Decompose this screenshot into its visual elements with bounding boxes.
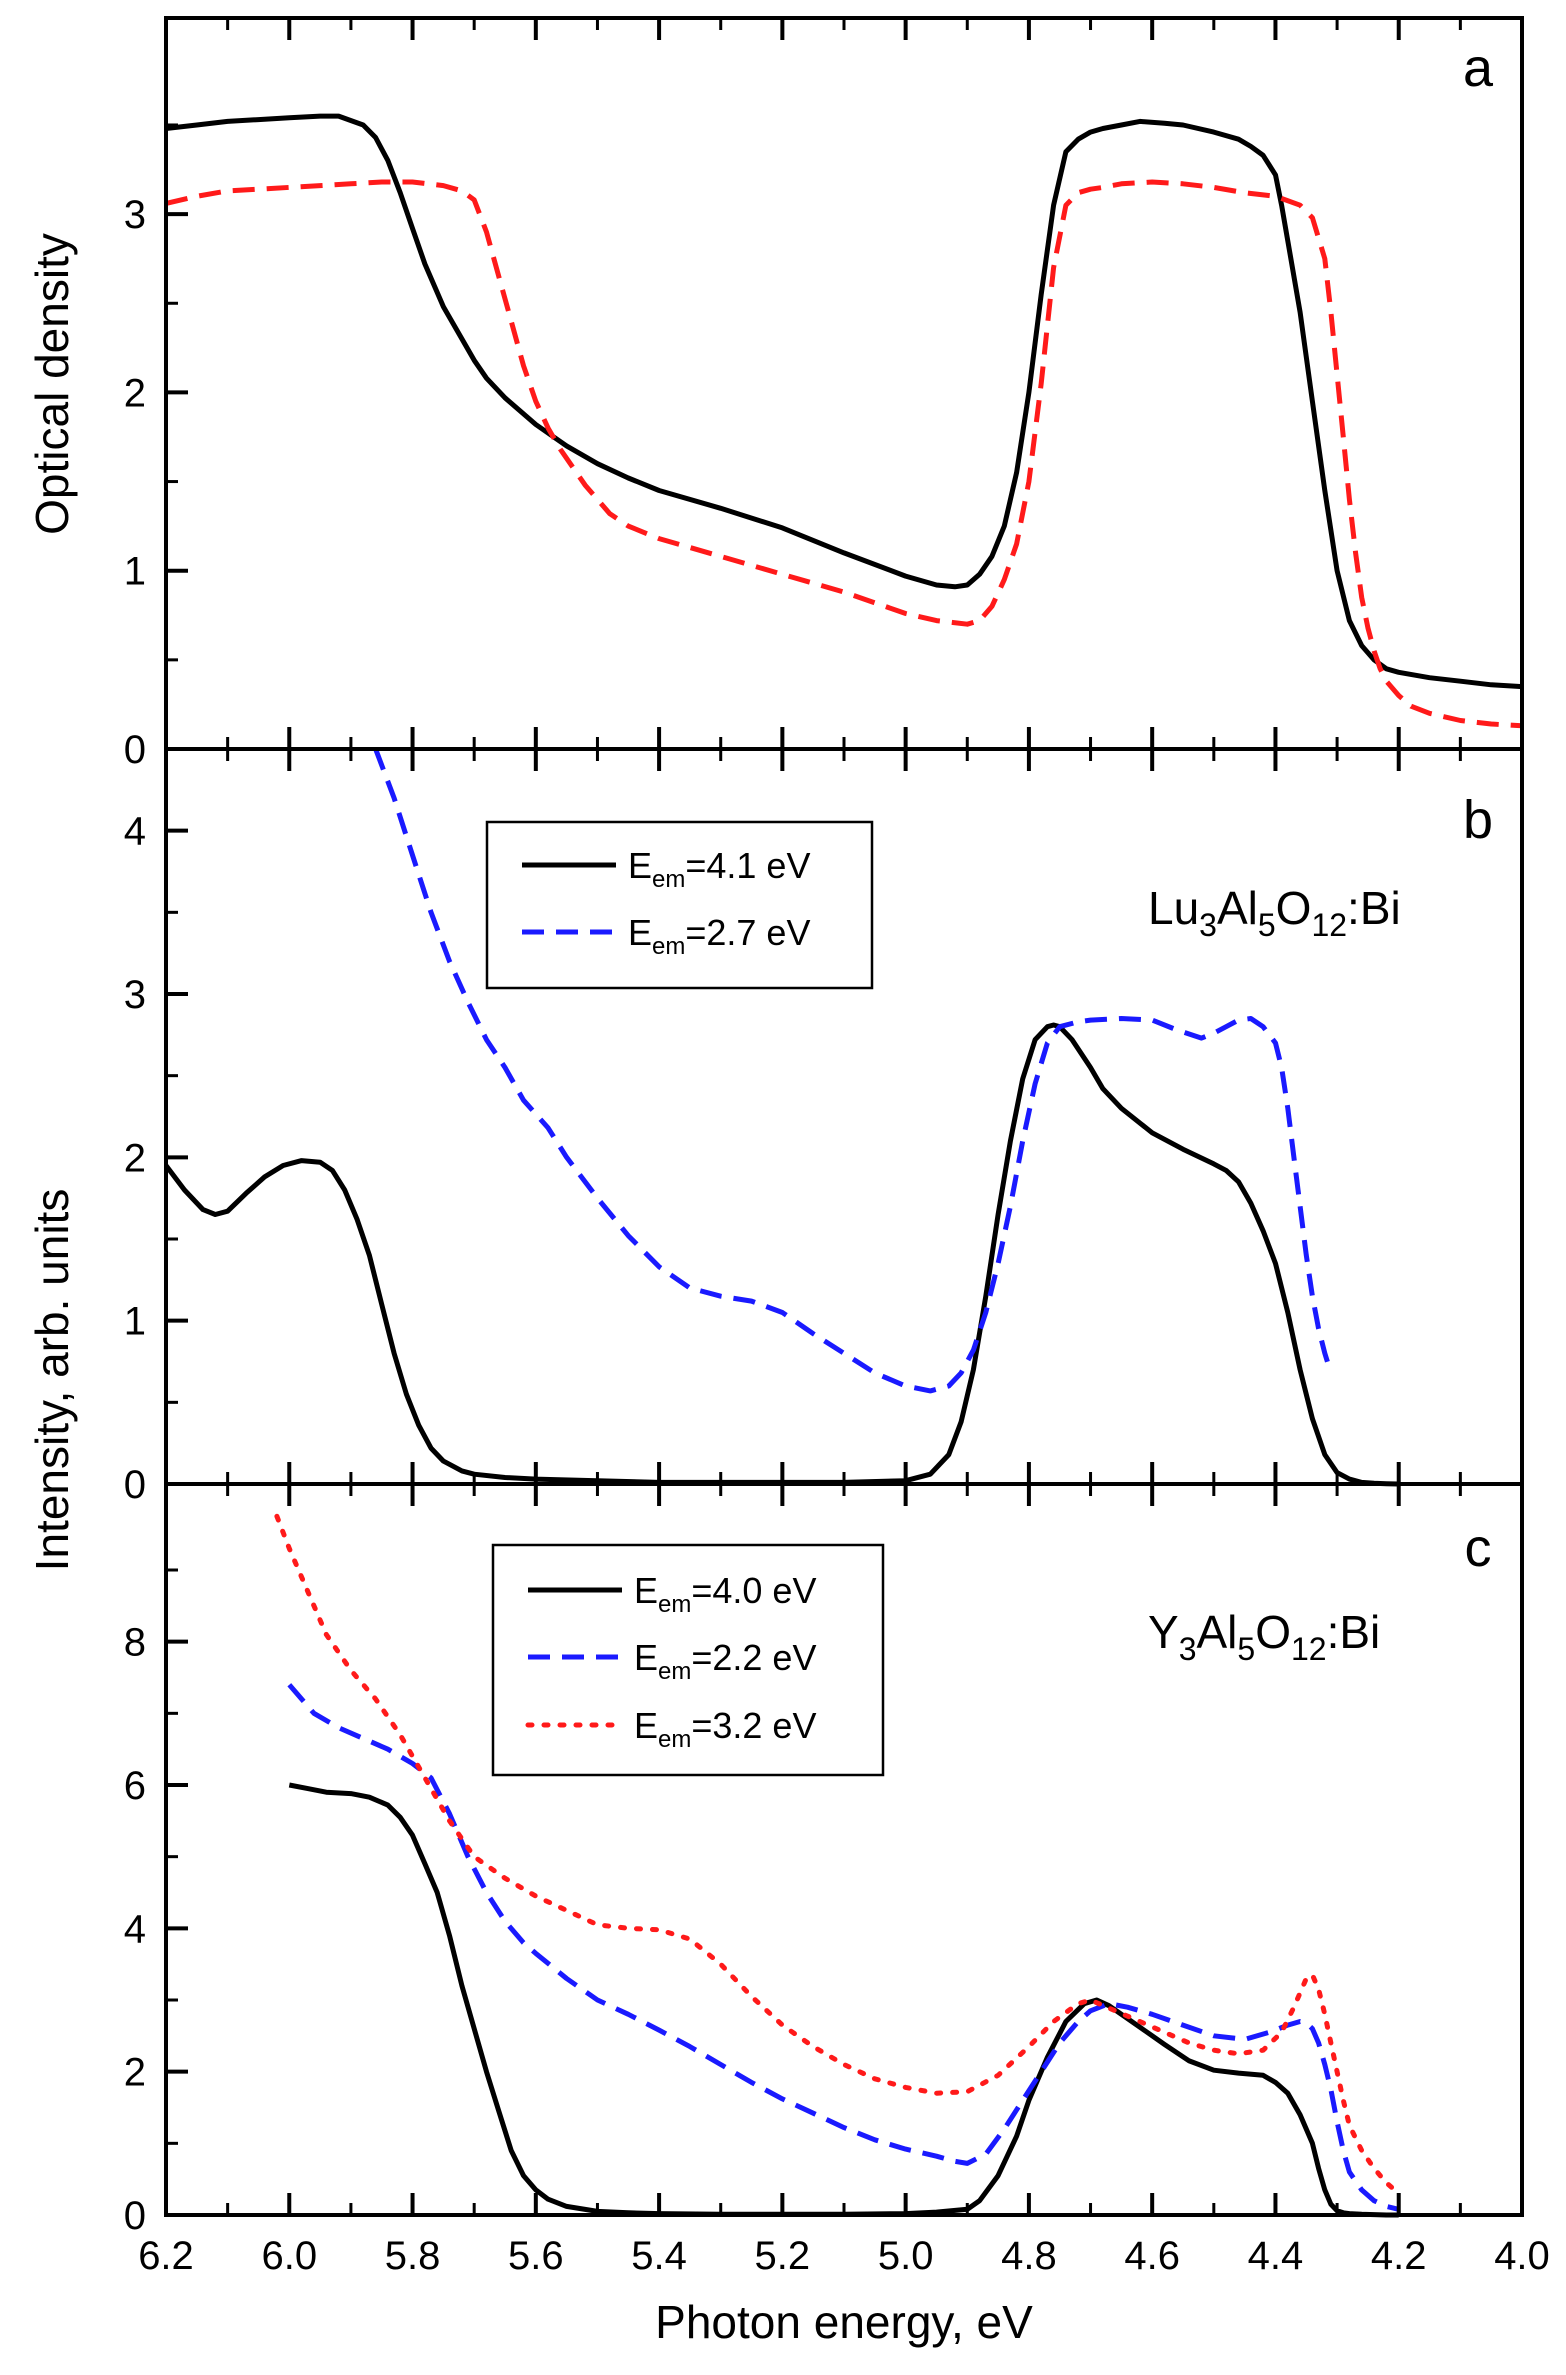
panel-b-legend-box (485, 820, 874, 990)
panel-a-y-tick-label-2: 2 (124, 371, 146, 415)
x-tick-label-5: 5.2 (755, 2234, 811, 2278)
panel-b-series-1-line (373, 748, 1334, 1394)
panel-c-y-ticks: 0 2 4 6 8 (124, 1568, 188, 2238)
legend-c-2-value: =3.2 eV (691, 1705, 816, 1746)
panel-b-y-ticks: 0 1 2 3 4 (124, 810, 188, 1507)
panel-c-letter: c (1465, 1518, 1492, 1578)
panel-c-series (274, 1513, 1402, 2218)
compound-b-n2: 5 (1258, 907, 1276, 943)
panel-c-y-tick-label-2: 4 (124, 1907, 146, 1951)
panel-b-y-tick-label-3: 3 (124, 973, 146, 1017)
compound-c-el2: Al (1196, 1606, 1237, 1658)
x-tick-label-10: 4.2 (1371, 2234, 1427, 2278)
compound-b-el3: O (1276, 882, 1312, 934)
compound-c-el1: Y (1148, 1606, 1179, 1658)
legend-b-1-value: =2.7 eV (685, 912, 810, 953)
panel-b-y-tick-label-1: 1 (124, 1300, 146, 1344)
panel-b-y-tick-label-4: 4 (124, 810, 146, 854)
compound-b-n3: 12 (1311, 907, 1347, 943)
legend-c-1-value: =2.2 eV (691, 1637, 816, 1678)
legend-b-1-sub: em (652, 933, 685, 960)
legend-c-1-prefix: E (634, 1637, 658, 1678)
compound-c-suffix: :Bi (1327, 1606, 1381, 1658)
legend-b-label-1: Eem=2.7 eV (628, 912, 810, 960)
panel-c-series-0-line (288, 1782, 1399, 2218)
compound-c-n2: 5 (1237, 1631, 1255, 1667)
legend-b-0-prefix: E (628, 845, 652, 886)
x-tick-label-1: 6.0 (261, 2234, 317, 2278)
legend-c-label-1: Eem=2.2 eV (634, 1637, 816, 1685)
compound-c-el3: O (1255, 1606, 1291, 1658)
panel-a-series (165, 113, 1523, 729)
panel-b-y-tick-label-2: 2 (124, 1136, 146, 1180)
legend-b-0-sub: em (652, 866, 685, 893)
legend-b-0-value: =4.1 eV (685, 845, 810, 886)
panel-a-y-tick-label-0: 0 (124, 728, 146, 772)
legend-c-label-0: Eem=4.0 eV (634, 1570, 816, 1618)
x-tick-label-0: 6.2 (138, 2234, 194, 2278)
panel-a-y-tick-label-3: 3 (124, 193, 146, 237)
panel-c-compound-label: Y3Al5O12:Bi (1148, 1606, 1380, 1667)
legend-b-1-prefix: E (628, 912, 652, 953)
panel-c-y-tick-label-3: 6 (124, 1764, 146, 1808)
legend-c-label-2: Eem=3.2 eV (634, 1705, 816, 1753)
panel-c-legend: Eem=4.0 eV Eem=2.2 eV Eem=3.2 eV (491, 1543, 885, 1777)
compound-c-n1: 3 (1179, 1631, 1197, 1667)
panel-b-legend: Eem=4.1 eV Eem=2.7 eV (485, 820, 874, 990)
panel-bc-y-axis-title: Intensity, arb. units (26, 1189, 78, 1572)
x-tick-label-4: 5.4 (631, 2234, 687, 2278)
panel-c-x-tick-labels: 6.2 6.0 5.8 5.6 5.4 5.2 5.0 4.8 4.6 4.4 4.2 4.0 (138, 2234, 1550, 2278)
legend-c-2-prefix: E (634, 1705, 658, 1746)
compound-c-n3: 12 (1291, 1631, 1327, 1667)
panel-b-y-tick-label-0: 0 (124, 1463, 146, 1507)
compound-b-el2: Al (1217, 882, 1258, 934)
panel-a-series-0-line (165, 113, 1523, 690)
compound-b-el1: Lu (1148, 882, 1199, 934)
x-tick-label-9: 4.4 (1248, 2234, 1304, 2278)
x-axis-title: Photon energy, eV (655, 2296, 1033, 2348)
x-tick-label-7: 4.8 (1001, 2234, 1057, 2278)
panel-c-series-1-line (287, 1683, 1400, 2212)
panel-c-y-tick-label-1: 2 (124, 2051, 146, 2095)
x-tick-label-11: 4.0 (1494, 2234, 1550, 2278)
x-tick-label-2: 5.8 (385, 2234, 441, 2278)
legend-c-0-sub: em (658, 1591, 691, 1618)
compound-b-n1: 3 (1199, 907, 1217, 943)
panel-c-series-2-line (274, 1513, 1402, 2196)
x-tick-label-6: 5.0 (878, 2234, 934, 2278)
panel-a-y-axis-title: Optical density (26, 233, 78, 535)
legend-c-0-prefix: E (634, 1570, 658, 1611)
panel-c-y-tick-label-4: 8 (124, 1621, 146, 1665)
legend-c-1-sub: em (658, 1658, 691, 1685)
panel-a-series-1-line (165, 179, 1523, 729)
x-tick-label-3: 5.6 (508, 2234, 564, 2278)
panel-c-y-tick-label-0: 0 (124, 2194, 146, 2238)
panel-c-legend-box (491, 1543, 885, 1777)
panel-b-compound-label: Lu3Al5O12:Bi (1148, 882, 1401, 943)
panel-b-series (164, 748, 1399, 1487)
legend-b-label-0: Eem=4.1 eV (628, 845, 810, 893)
x-tick-label-8: 4.6 (1124, 2234, 1180, 2278)
panel-b-letter: b (1463, 790, 1493, 850)
panel-b-series-0-line (164, 1022, 1399, 1487)
legend-c-2-sub: em (658, 1726, 691, 1753)
panel-c-frame (164, 1482, 1524, 2217)
panel-a-y-tick-label-1: 1 (124, 550, 146, 594)
legend-c-0-value: =4.0 eV (691, 1570, 816, 1611)
compound-b-suffix: :Bi (1347, 882, 1401, 934)
panel-a-letter: a (1463, 38, 1494, 98)
